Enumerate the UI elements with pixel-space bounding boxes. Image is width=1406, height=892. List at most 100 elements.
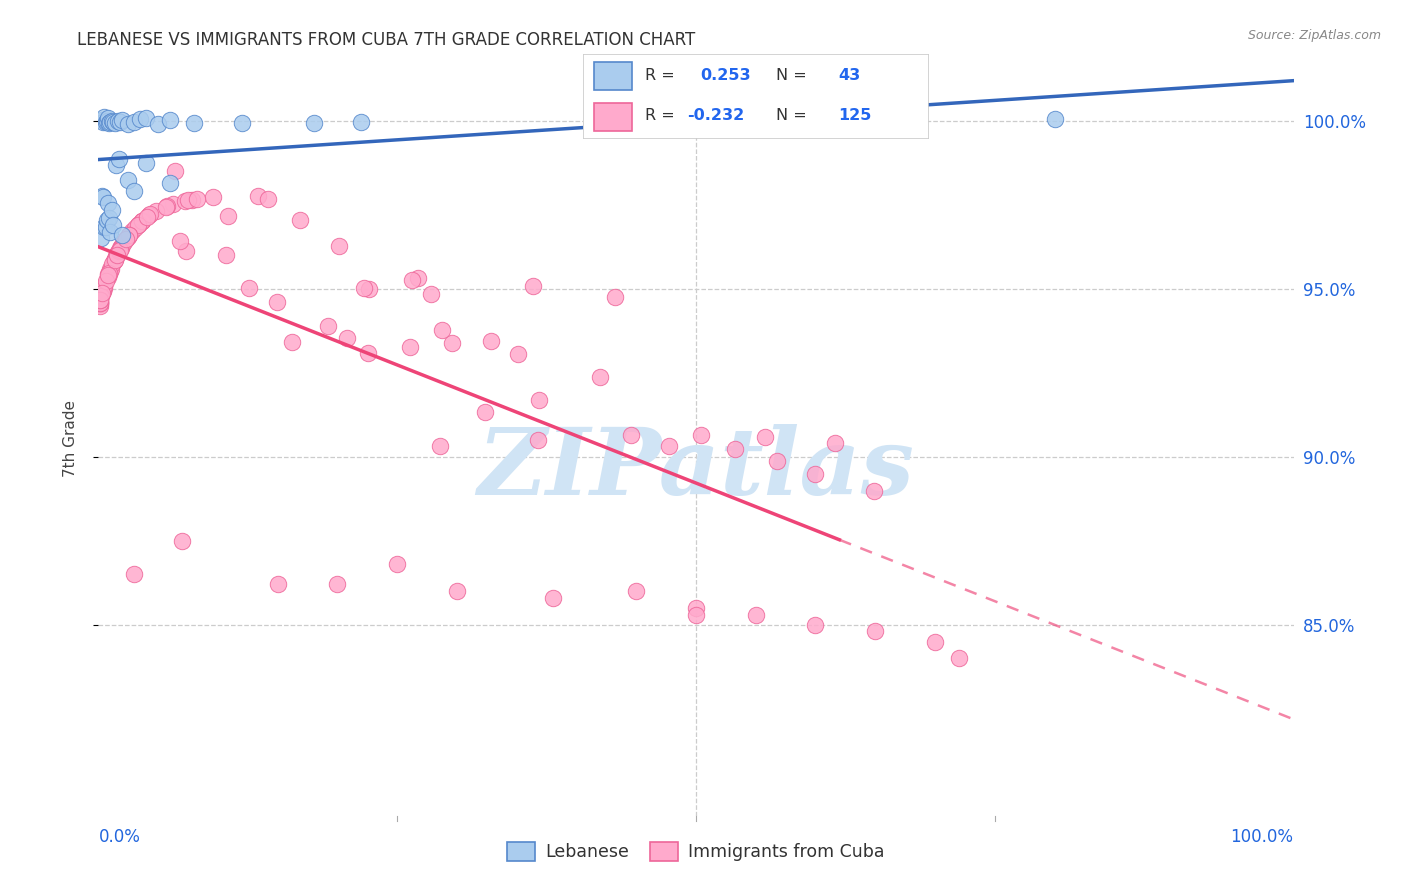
Point [432,323,454,337]
Point [155,200,177,214]
Point [100,261,122,276]
Point [103,253,125,268]
Point [98,266,121,280]
Point [93,279,115,293]
Point [115,232,138,246]
Point [135,156,157,170]
Point [824,435,846,450]
Point [689,427,711,442]
Legend: Lebanese, Immigrants from Cuba: Lebanese, Immigrants from Cuba [501,835,891,868]
Point [124,221,146,235]
Point [89,299,111,313]
Point [110,241,132,255]
Point [91,286,114,301]
Point [865,624,887,639]
Point [527,392,550,407]
Point [159,176,181,190]
Point [288,213,311,227]
Point [326,577,349,591]
Point [162,197,184,211]
Point [658,439,681,453]
Point [105,158,128,172]
Point [685,607,707,622]
Point [96,269,118,284]
Point [620,428,643,442]
Point [350,115,373,129]
Point [107,114,129,128]
Point [127,218,149,232]
Point [163,164,186,178]
Point [115,232,138,246]
Point [145,204,167,219]
Point [97,196,120,211]
Point [215,248,238,262]
Text: R =: R = [645,69,681,84]
Point [98,264,121,278]
Point [96,213,118,227]
Point [121,224,143,238]
Point [108,114,131,128]
Point [118,227,141,242]
Point [111,228,134,243]
Point [103,252,125,267]
Point [101,218,124,232]
Point [419,287,441,301]
Point [98,115,122,129]
Text: N =: N = [776,69,813,84]
Point [89,295,111,310]
Point [186,192,208,206]
Text: 100.0%: 100.0% [1230,828,1294,846]
Point [100,202,122,217]
Point [94,274,117,288]
Point [105,247,128,261]
Point [90,289,112,303]
Point [112,235,135,250]
Point [745,607,768,622]
Point [359,282,381,296]
Point [91,189,114,203]
Point [93,281,115,295]
Point [238,281,260,295]
Point [117,229,139,244]
Point [766,454,789,468]
Point [93,110,115,124]
Bar [593,62,631,90]
Y-axis label: 7th Grade: 7th Grade [63,400,77,477]
Point [429,439,451,453]
Point [131,213,153,227]
Point [201,190,224,204]
Point [94,219,117,234]
Point [401,273,423,287]
Point [174,244,197,259]
Point [110,241,132,255]
Point [1043,112,1066,127]
Point [217,210,239,224]
Point [108,243,131,257]
Point [127,218,149,232]
Point [589,369,612,384]
Point [98,262,121,277]
Point [90,231,112,245]
Point [336,330,359,344]
Point [131,213,153,227]
Point [441,335,464,350]
Point [173,194,195,209]
Point [124,567,146,582]
Point [98,211,121,225]
Point [398,340,420,354]
Point [129,112,152,127]
Point [111,237,134,252]
Point [924,634,946,648]
Point [91,190,114,204]
Point [97,268,120,282]
Point [159,113,181,128]
Point [96,114,118,128]
Point [723,442,745,456]
Point [357,346,380,360]
Point [353,281,375,295]
Point [107,152,129,166]
Text: 0.0%: 0.0% [98,828,141,846]
Bar [593,103,631,130]
Point [128,217,150,231]
Point [91,114,114,128]
